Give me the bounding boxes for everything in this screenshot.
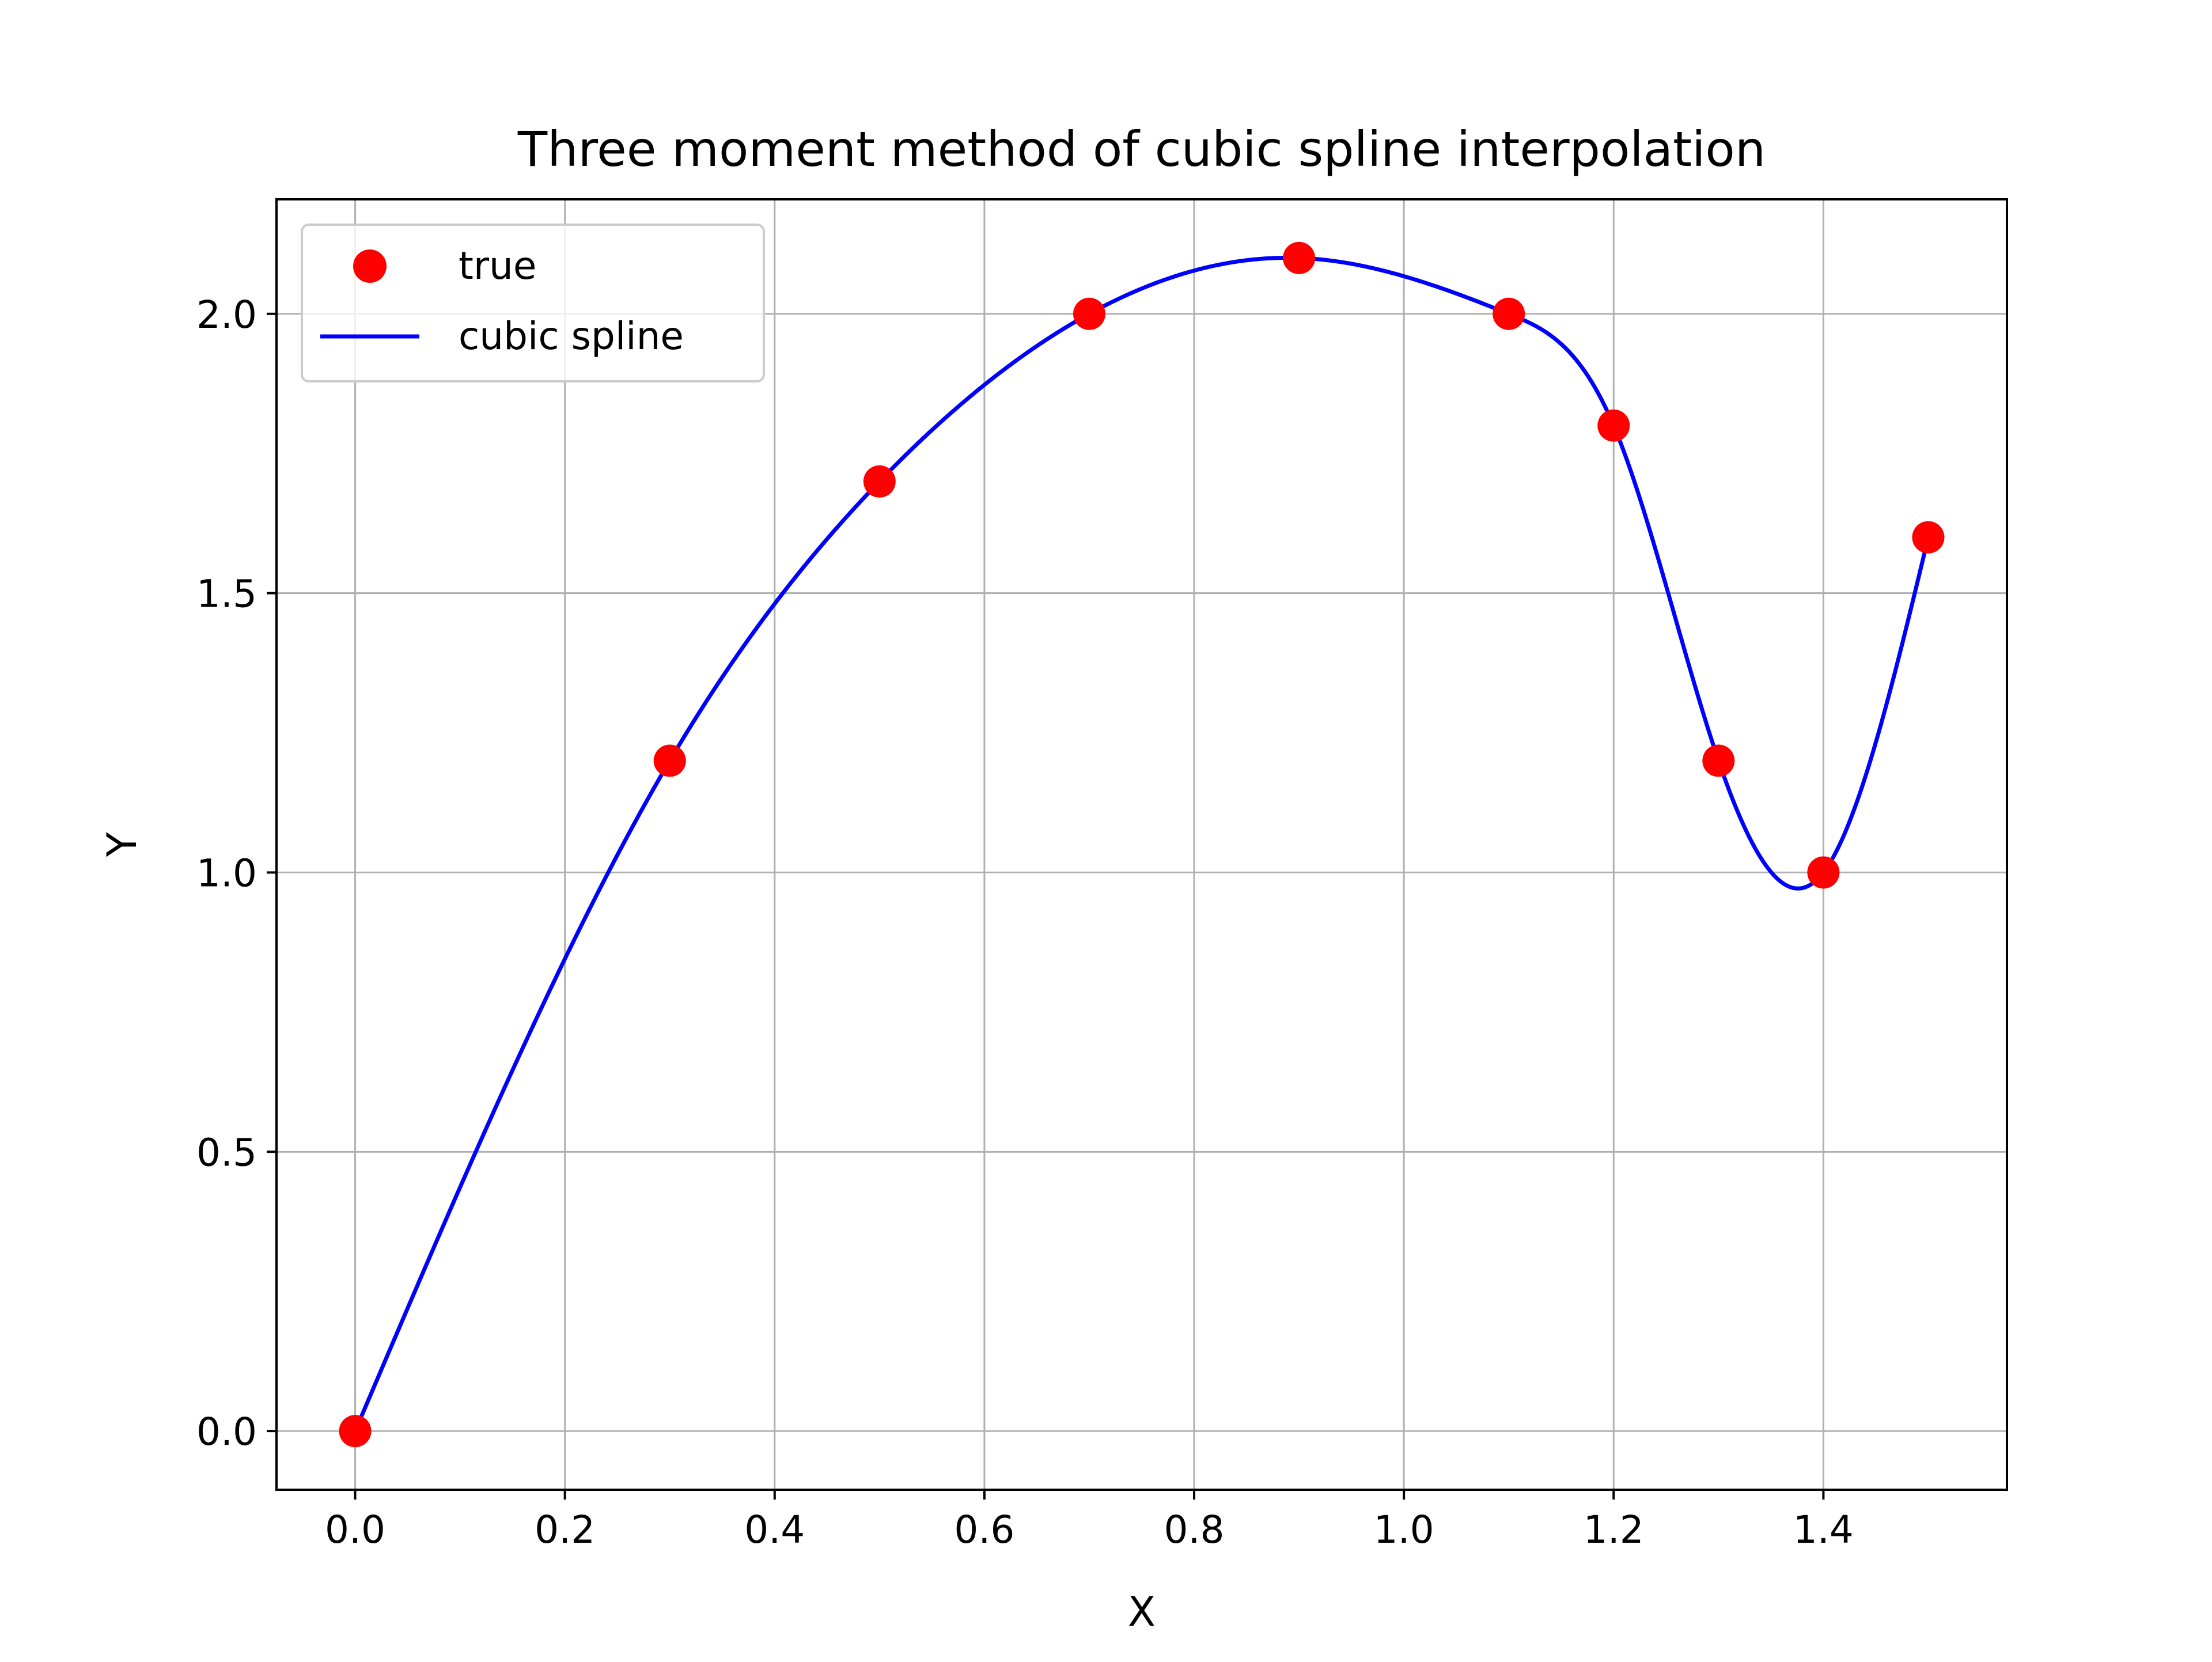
x-tick-label: 0.0 xyxy=(325,1508,385,1552)
y-tick-label: 1.0 xyxy=(196,851,257,895)
y-tick-label: 0.5 xyxy=(196,1130,257,1175)
data-point-true xyxy=(1912,521,1945,554)
x-tick-label: 0.4 xyxy=(744,1508,805,1552)
y-axis-label: Y xyxy=(99,832,146,857)
legend-label-cubic-spline: cubic spline xyxy=(459,314,684,358)
data-point-true xyxy=(1702,744,1735,777)
series-line-cubic-spline xyxy=(353,255,1930,1432)
x-tick-label: 1.0 xyxy=(1374,1508,1434,1552)
data-point-true xyxy=(1597,409,1630,442)
x-tick-label: 0.8 xyxy=(1164,1508,1225,1552)
plot-frame xyxy=(275,198,2008,1491)
legend-box xyxy=(301,224,765,383)
x-tick-label: 0.2 xyxy=(535,1508,595,1552)
y-tick-label: 0.0 xyxy=(196,1410,257,1454)
y-tick-label: 1.5 xyxy=(196,572,257,616)
data-point-true xyxy=(1807,856,1840,889)
legend: true cubic spline xyxy=(301,224,765,383)
data-point-true xyxy=(1073,297,1105,330)
data-point-true xyxy=(339,1415,372,1448)
x-tick-label: 1.4 xyxy=(1793,1508,1854,1552)
chart-title: Three moment method of cubic spline inte… xyxy=(517,121,1766,177)
data-point-true xyxy=(863,465,896,498)
y-tick-label: 2.0 xyxy=(196,293,257,337)
plot-lines xyxy=(353,255,1930,1432)
axis-ticks: 0.0 0.2 0.4 0.6 0.8 1.0 1.2 1.4 0.0 0.5 1.0 1.5 2.0 xyxy=(196,293,1854,1552)
x-tick-label: 0.6 xyxy=(954,1508,1014,1552)
legend-label-true: true xyxy=(459,244,536,288)
data-point-true xyxy=(1493,297,1525,330)
legend-marker-true xyxy=(353,249,387,283)
data-point-true xyxy=(653,744,686,777)
grid xyxy=(276,199,2007,1490)
x-tick-label: 1.2 xyxy=(1584,1508,1644,1552)
plot-markers xyxy=(339,241,1945,1448)
x-axis-label: X xyxy=(1128,1588,1156,1636)
data-point-true xyxy=(1283,241,1316,274)
